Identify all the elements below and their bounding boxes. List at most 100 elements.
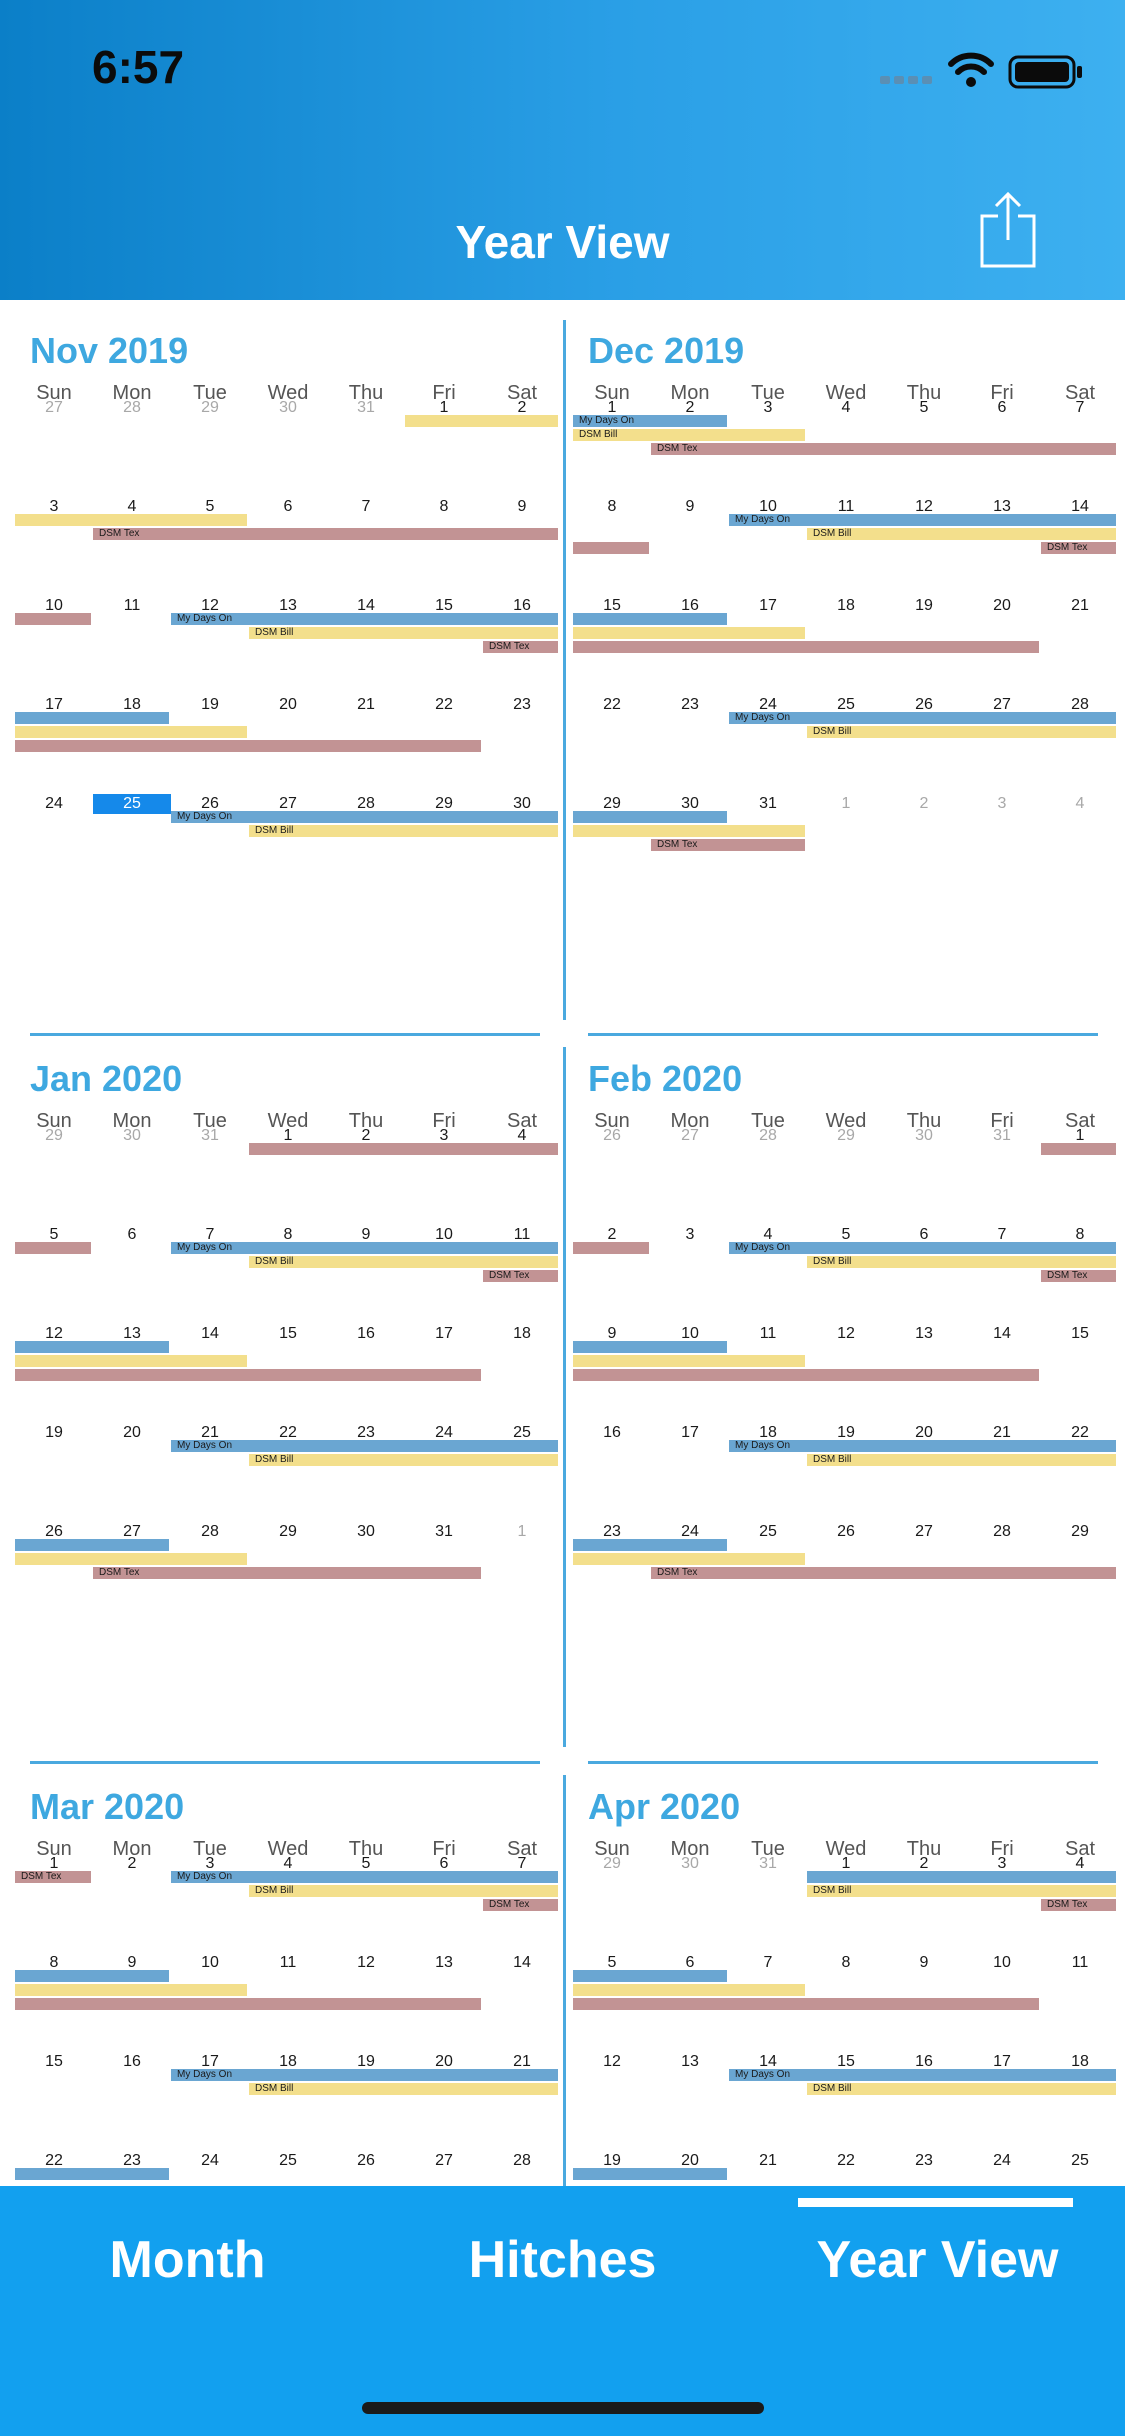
day-cell[interactable]: 8 xyxy=(49,1954,59,1971)
day-cell[interactable]: 29 xyxy=(435,795,453,812)
day-cell[interactable]: 17 xyxy=(759,597,777,614)
day-cell[interactable]: 27 xyxy=(681,1127,699,1144)
dsm-bill-bar[interactable]: DSM Bill xyxy=(807,2083,1116,2095)
day-cell[interactable]: 26 xyxy=(915,696,933,713)
dsm-bill-bar[interactable] xyxy=(15,1553,247,1565)
month-calendar[interactable]: Apr 2020 Sun Mon Tue Wed Thu Fri Sat 29 30 31 1 2 3 4 5… xyxy=(558,1756,1116,2186)
dsm-tex-bar[interactable] xyxy=(15,1998,481,2010)
my-days-on-bar[interactable] xyxy=(573,1539,727,1551)
day-cell[interactable]: 21 xyxy=(513,2053,531,2070)
day-cell[interactable]: 30 xyxy=(279,399,297,416)
my-days-on-bar[interactable] xyxy=(15,1539,169,1551)
day-cell[interactable]: 25 xyxy=(1071,2152,1089,2169)
dsm-bill-bar[interactable]: DSM Bill xyxy=(807,726,1116,738)
day-cell[interactable]: 16 xyxy=(915,2053,933,2070)
day-cell[interactable]: 26 xyxy=(45,1523,63,1540)
month-calendar[interactable]: Mar 2020 Sun Mon Tue Wed Thu Fri Sat 1 2 3 4 5 6 7 8 9 10… xyxy=(0,1756,558,2186)
day-cell[interactable]: 25 xyxy=(279,2152,297,2169)
dsm-tex-bar[interactable] xyxy=(15,613,91,625)
day-cell[interactable]: 1 xyxy=(1075,1127,1085,1144)
my-days-on-bar[interactable]: My Days On xyxy=(729,712,1116,724)
dsm-bill-bar[interactable]: DSM Bill xyxy=(249,1885,558,1897)
day-cell[interactable]: 8 xyxy=(607,498,617,515)
day-cell[interactable]: 25 xyxy=(513,1424,531,1441)
day-cell[interactable]: 27 xyxy=(123,1523,141,1540)
day-cell[interactable]: 18 xyxy=(279,2053,297,2070)
day-cell[interactable]: 12 xyxy=(357,1954,375,1971)
dsm-bill-bar[interactable]: DSM Bill xyxy=(249,627,558,639)
day-cell[interactable]: 23 xyxy=(603,1523,621,1540)
day-cell[interactable]: 7 xyxy=(205,1226,215,1243)
dsm-bill-bar[interactable] xyxy=(15,514,247,526)
day-cell[interactable]: 1 xyxy=(841,795,851,812)
day-cell[interactable]: 11 xyxy=(513,1226,531,1243)
day-cell[interactable]: 5 xyxy=(841,1226,851,1243)
dsm-bill-bar[interactable] xyxy=(573,1984,805,1996)
day-cell[interactable]: 13 xyxy=(681,2053,699,2070)
month-calendar[interactable]: Dec 2019 Sun Mon Tue Wed Thu Fri Sat 1 2 3 4 5 6 7 8 9 10… xyxy=(558,300,1116,1028)
tab-year-view[interactable]: Year View xyxy=(816,2231,1059,2289)
day-cell[interactable]: 30 xyxy=(513,795,531,812)
day-cell[interactable]: 10 xyxy=(435,1226,453,1243)
day-cell[interactable]: 25 xyxy=(759,1523,777,1540)
day-cell[interactable]: 9 xyxy=(517,498,527,515)
day-cell[interactable]: 4 xyxy=(841,399,851,416)
day-cell[interactable]: 2 xyxy=(685,399,695,416)
dsm-bill-bar[interactable] xyxy=(573,1553,805,1565)
day-cell[interactable]: 4 xyxy=(1075,795,1085,812)
my-days-on-bar[interactable] xyxy=(573,1970,727,1982)
day-cell[interactable]: 8 xyxy=(1075,1226,1085,1243)
day-cell[interactable]: 5 xyxy=(205,498,215,515)
day-cell[interactable]: 4 xyxy=(283,1855,293,1872)
day-cell[interactable]: 17 xyxy=(45,696,63,713)
day-cell[interactable]: 15 xyxy=(603,597,621,614)
day-cell[interactable]: 23 xyxy=(915,2152,933,2169)
day-cell[interactable]: 3 xyxy=(49,498,59,515)
day-cell[interactable]: 12 xyxy=(603,2053,621,2070)
day-cell[interactable]: 23 xyxy=(123,2152,141,2169)
day-cell[interactable]: 19 xyxy=(45,1424,63,1441)
day-cell[interactable]: 1 xyxy=(439,399,449,416)
dsm-tex-bar[interactable]: DSM Tex xyxy=(651,839,805,851)
day-cell[interactable]: 20 xyxy=(993,597,1011,614)
day-cell[interactable]: 19 xyxy=(837,1424,855,1441)
day-cell[interactable]: 6 xyxy=(997,399,1007,416)
day-cell[interactable]: 4 xyxy=(1075,1855,1085,1872)
day-cell[interactable]: 5 xyxy=(361,1855,371,1872)
day-cell[interactable]: 11 xyxy=(279,1954,297,1971)
share-icon[interactable] xyxy=(978,190,1038,270)
dsm-bill-bar[interactable]: DSM Bill xyxy=(807,528,1116,540)
day-cell[interactable]: 15 xyxy=(435,597,453,614)
dsm-tex-bar[interactable] xyxy=(249,1143,558,1155)
day-cell[interactable]: 11 xyxy=(759,1325,777,1342)
day-cell[interactable]: 12 xyxy=(45,1325,63,1342)
day-cell[interactable]: 11 xyxy=(123,597,141,614)
day-cell[interactable]: 14 xyxy=(513,1954,531,1971)
dsm-bill-bar[interactable]: DSM Bill xyxy=(807,1256,1116,1268)
day-cell[interactable]: 30 xyxy=(357,1523,375,1540)
day-cell[interactable]: 22 xyxy=(837,2152,855,2169)
day-cell[interactable]: 26 xyxy=(603,1127,621,1144)
day-cell[interactable]: 13 xyxy=(435,1954,453,1971)
day-cell[interactable]: 31 xyxy=(201,1127,219,1144)
day-cell[interactable]: 2 xyxy=(361,1127,371,1144)
dsm-tex-bar[interactable] xyxy=(573,1369,1039,1381)
day-cell[interactable]: 31 xyxy=(993,1127,1011,1144)
day-cell[interactable]: 18 xyxy=(123,696,141,713)
day-cell[interactable]: 2 xyxy=(517,399,527,416)
day-cell[interactable]: 26 xyxy=(201,795,219,812)
day-cell[interactable]: 1 xyxy=(283,1127,293,1144)
day-cell[interactable]: 30 xyxy=(681,795,699,812)
day-cell[interactable]: 8 xyxy=(439,498,449,515)
day-cell[interactable]: 5 xyxy=(919,399,929,416)
day-cell[interactable]: 28 xyxy=(993,1523,1011,1540)
my-days-on-bar[interactable] xyxy=(15,712,169,724)
day-cell[interactable]: 3 xyxy=(997,795,1007,812)
tab-month[interactable]: Month xyxy=(109,2231,266,2289)
day-cell[interactable]: 5 xyxy=(49,1226,59,1243)
my-days-on-bar[interactable] xyxy=(15,1970,169,1982)
day-cell[interactable]: 16 xyxy=(681,597,699,614)
day-cell[interactable]: 2 xyxy=(919,1855,929,1872)
day-cell[interactable]: 28 xyxy=(759,1127,777,1144)
day-cell[interactable]: 25 xyxy=(93,794,171,814)
